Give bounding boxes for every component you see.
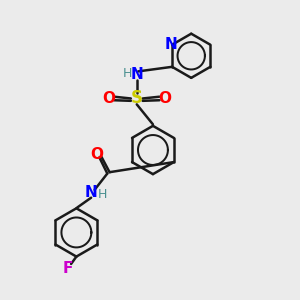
- Text: H: H: [98, 188, 107, 201]
- Text: O: O: [91, 147, 103, 162]
- Text: O: O: [158, 91, 171, 106]
- Text: N: N: [164, 37, 177, 52]
- Text: N: N: [130, 68, 143, 82]
- Text: N: N: [85, 185, 98, 200]
- Text: F: F: [63, 262, 73, 277]
- Text: H: H: [123, 67, 132, 80]
- Text: S: S: [131, 89, 143, 107]
- Text: O: O: [102, 91, 115, 106]
